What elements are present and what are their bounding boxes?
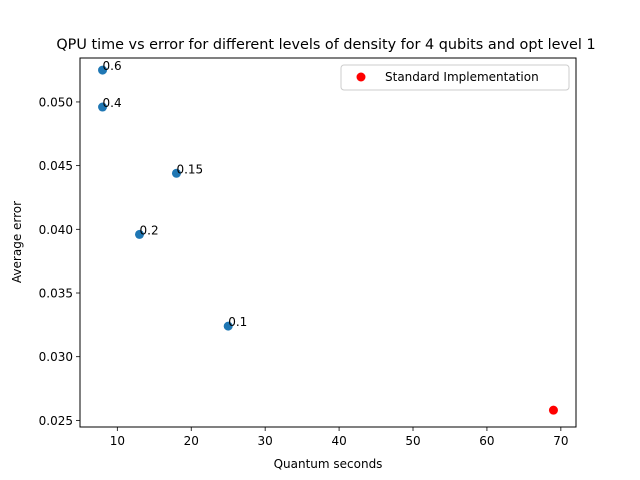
plot-frame xyxy=(79,57,577,428)
y-tick-label: 0.035 xyxy=(39,287,73,301)
x-tick-label: 10 xyxy=(110,434,125,448)
point-annotation: 0.15 xyxy=(176,162,203,176)
data-point xyxy=(98,102,108,112)
point-annotation: 0.6 xyxy=(103,59,122,73)
y-axis-ticks: 0.025 0.030 0.035 0.040 0.045 0.050 xyxy=(39,95,80,428)
x-tick-label: 20 xyxy=(184,434,199,448)
x-tick-label: 40 xyxy=(331,434,346,448)
y-tick-label: 0.025 xyxy=(39,414,73,428)
data-point xyxy=(135,229,145,239)
legend: Standard Implementation xyxy=(340,64,570,91)
data-point xyxy=(223,321,233,331)
y-tick-label: 0.045 xyxy=(39,159,73,173)
x-tick-label: 50 xyxy=(405,434,420,448)
point-annotation: 0.4 xyxy=(103,96,122,110)
legend-box xyxy=(340,64,570,91)
point-annotation: 0.2 xyxy=(140,223,159,237)
data-point-standard-implementation xyxy=(548,405,558,415)
x-axis-ticks: 10 20 30 40 50 60 70 xyxy=(110,427,568,448)
plot-area: 0.6 0.4 0.15 0.2 0.1 xyxy=(98,59,558,415)
axes xyxy=(79,57,577,428)
y-tick-label: 0.030 xyxy=(39,350,73,364)
data-point xyxy=(98,65,108,75)
y-tick-label: 0.050 xyxy=(39,95,73,109)
legend-label-standard-implementation: Standard Implementation xyxy=(385,70,539,84)
x-tick-label: 70 xyxy=(553,434,568,448)
x-axis-label: Quantum seconds xyxy=(274,457,383,471)
data-point xyxy=(171,168,181,178)
chart-title: QPU time vs error for different levels o… xyxy=(56,37,595,53)
legend-marker-standard-implementation xyxy=(356,72,366,82)
x-tick-label: 60 xyxy=(479,434,494,448)
x-tick-label: 30 xyxy=(258,434,273,448)
y-tick-label: 0.040 xyxy=(39,223,73,237)
point-annotation: 0.1 xyxy=(228,315,247,329)
y-axis-label: Average error xyxy=(10,201,24,283)
